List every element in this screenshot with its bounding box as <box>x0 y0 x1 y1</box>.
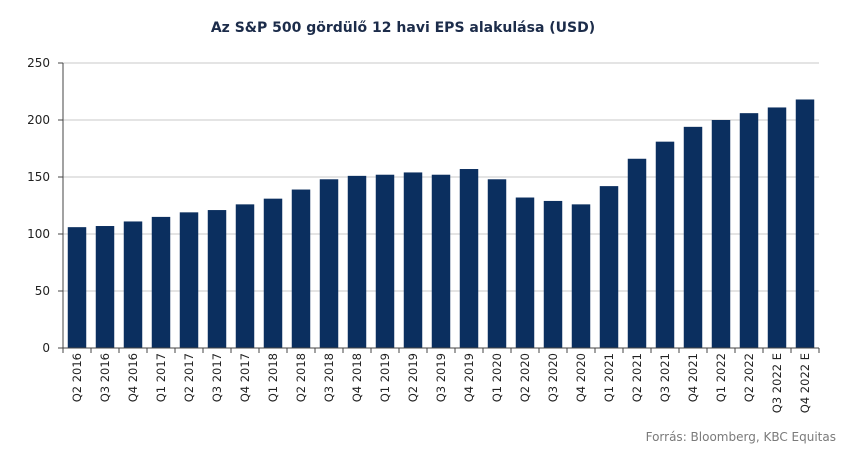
bar <box>291 189 311 348</box>
x-tick-label: Q2 2019 <box>406 353 420 402</box>
bar <box>179 212 199 348</box>
bar <box>767 107 787 349</box>
y-tick-label: 150 <box>27 170 50 184</box>
x-tick-label: Q4 2021 <box>686 353 700 402</box>
bar <box>683 126 703 348</box>
bar <box>403 172 423 348</box>
bar <box>347 175 367 348</box>
bar <box>655 141 675 348</box>
x-tick-label: Q3 2019 <box>434 353 448 402</box>
bars <box>67 99 815 349</box>
x-tick-label: Q2 2017 <box>182 353 196 402</box>
x-tick-label: Q4 2020 <box>574 353 588 402</box>
source-note: Forrás: Bloomberg, KBC Equitas <box>645 430 836 444</box>
bar <box>431 174 451 348</box>
y-tick-label: 200 <box>27 113 50 127</box>
bar <box>263 198 283 348</box>
y-tick-label: 50 <box>35 284 50 298</box>
bar <box>487 179 507 348</box>
x-tick-labels: Q2 2016 Q3 2016 Q4 2016 Q1 2017 Q2 2017 Q3 20… <box>70 353 812 413</box>
bar <box>375 174 395 348</box>
bar <box>627 158 647 348</box>
x-tick-label: Q3 2022 E <box>770 353 784 413</box>
x-tick-label: Q3 2020 <box>546 353 560 402</box>
bar <box>67 227 87 348</box>
x-tick-label: Q2 2016 <box>70 353 84 402</box>
x-tick-label: Q4 2019 <box>462 353 476 402</box>
bar <box>319 179 339 348</box>
bar <box>795 99 815 348</box>
x-tick-label: Q2 2021 <box>630 353 644 402</box>
x-tick-label: Q3 2017 <box>210 353 224 402</box>
x-tick-label: Q2 2018 <box>294 353 308 402</box>
bar <box>543 200 563 348</box>
x-tick-label: Q4 2017 <box>238 353 252 402</box>
x-tick-label: Q4 2018 <box>350 353 364 402</box>
bar <box>235 204 255 348</box>
x-tick-label: Q1 2017 <box>154 353 168 402</box>
x-tick-label: Q1 2020 <box>490 353 504 402</box>
bar <box>95 226 115 348</box>
y-tick-labels: 0 50 100 150 200 250 <box>27 56 50 355</box>
y-tick-label: 100 <box>27 227 50 241</box>
bar <box>123 221 143 348</box>
axes <box>58 62 820 353</box>
x-tick-label: Q1 2018 <box>266 353 280 402</box>
bar <box>739 113 759 348</box>
x-tick-label: Q2 2020 <box>518 353 532 402</box>
bar <box>711 120 731 348</box>
x-tick-label: Q1 2021 <box>602 353 616 402</box>
x-tick-label: Q2 2022 <box>742 353 756 402</box>
x-tick-label: Q1 2022 <box>714 353 728 402</box>
bar <box>459 169 479 348</box>
bar <box>571 204 591 348</box>
chart-title: Az S&P 500 gördülő 12 havi EPS alakulása… <box>210 20 596 36</box>
bar <box>207 210 227 348</box>
y-tick-label: 250 <box>27 56 50 70</box>
x-tick-label: Q3 2018 <box>322 353 336 402</box>
x-tick-label: Q4 2022 E <box>798 353 812 413</box>
x-tick-label: Q4 2016 <box>126 353 140 402</box>
y-tick-label: 0 <box>42 341 50 355</box>
bar <box>599 186 619 348</box>
bar <box>151 216 171 348</box>
bar <box>515 197 535 348</box>
x-tick-label: Q1 2019 <box>378 353 392 402</box>
x-tick-label: Q3 2016 <box>98 353 112 402</box>
x-tick-label: Q3 2021 <box>658 353 672 402</box>
